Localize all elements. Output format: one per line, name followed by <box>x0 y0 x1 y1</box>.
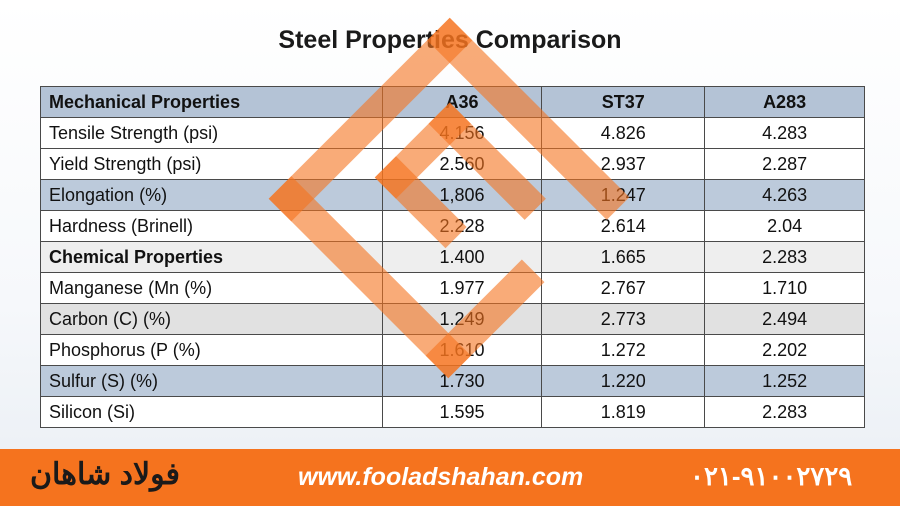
phone-number: ۰۲۱-۹۱۰۰۲۷۲۹ <box>690 461 853 491</box>
website-link[interactable]: www.fooladshahan.com <box>298 463 584 491</box>
cell-a283: 2.283 <box>704 396 865 428</box>
table-row-section: Chemical Properties 1.400 1.665 2.283 <box>40 241 865 273</box>
section-label-chemical: Chemical Properties <box>40 241 383 273</box>
cell-a283: 1.252 <box>704 365 865 397</box>
cell-a36: 1.249 <box>381 303 543 335</box>
cell-a36: 2.228 <box>381 210 543 242</box>
cell-a283: 4.283 <box>704 117 865 149</box>
footer-bar: فولاد شاهان www.fooladshahan.com ۰۲۱-۹۱۰… <box>0 449 900 506</box>
cell-a36: 1.730 <box>381 365 543 397</box>
cell-st37: 2.767 <box>541 272 706 304</box>
cell-a36: 1.400 <box>381 241 543 273</box>
cell-a283: 2.287 <box>704 148 865 180</box>
page-title: Steel Properties Comparison <box>278 26 622 54</box>
table-row: Sulfur (S) (%) 1.730 1.220 1.252 <box>40 365 865 397</box>
header-st37: ST37 <box>541 86 706 118</box>
cell-st37: 1.220 <box>541 365 706 397</box>
cell-a36: 1.610 <box>381 334 543 366</box>
row-label: Manganese (Mn (%) <box>40 272 383 304</box>
cell-a283: 1.710 <box>704 272 865 304</box>
row-label: Yield Strength (psi) <box>40 148 383 180</box>
row-label: Phosphorus (P (%) <box>40 334 383 366</box>
cell-a283: 2.283 <box>704 241 865 273</box>
row-label: Carbon (C) (%) <box>40 303 383 335</box>
table-header-row: Mechanical Properties A36 ST37 A283 <box>40 86 865 118</box>
cell-a283: 2.04 <box>704 210 865 242</box>
cell-a283: 2.202 <box>704 334 865 366</box>
cell-a36: 2.560 <box>381 148 543 180</box>
header-mechanical-properties: Mechanical Properties <box>40 86 383 118</box>
row-label: Elongation (%) <box>40 179 383 211</box>
table-row: Elongation (%) 1,806 1.247 4.263 <box>40 179 865 211</box>
table-row: Hardness (Brinell) 2.228 2.614 2.04 <box>40 210 865 242</box>
table-row: Tensile Strength (psi) 4.156 4.826 4.283 <box>40 117 865 149</box>
row-label: Tensile Strength (psi) <box>40 117 383 149</box>
cell-st37: 1.819 <box>541 396 706 428</box>
cell-a36: 1,806 <box>381 179 543 211</box>
cell-st37: 2.937 <box>541 148 706 180</box>
cell-a283: 4.263 <box>704 179 865 211</box>
cell-st37: 1.247 <box>541 179 706 211</box>
steel-properties-table: Mechanical Properties A36 ST37 A283 Tens… <box>40 86 865 428</box>
cell-st37: 4.826 <box>541 117 706 149</box>
row-label: Sulfur (S) (%) <box>40 365 383 397</box>
cell-a36: 4.156 <box>381 117 543 149</box>
cell-a36: 1.595 <box>381 396 543 428</box>
cell-st37: 1.272 <box>541 334 706 366</box>
cell-st37: 2.614 <box>541 210 706 242</box>
table-row: Yield Strength (psi) 2.560 2.937 2.287 <box>40 148 865 180</box>
header-a283: A283 <box>704 86 865 118</box>
table-row: Manganese (Mn (%) 1.977 2.767 1.710 <box>40 272 865 304</box>
cell-a36: 1.977 <box>381 272 543 304</box>
cell-st37: 2.773 <box>541 303 706 335</box>
table-row: Phosphorus (P (%) 1.610 1.272 2.202 <box>40 334 865 366</box>
header-a36: A36 <box>381 86 543 118</box>
row-label: Silicon (Si) <box>40 396 383 428</box>
table-row: Silicon (Si) 1.595 1.819 2.283 <box>40 396 865 428</box>
brand-name: فولاد شاهان <box>30 458 180 491</box>
cell-a283: 2.494 <box>704 303 865 335</box>
table-row: Carbon (C) (%) 1.249 2.773 2.494 <box>40 303 865 335</box>
cell-st37: 1.665 <box>541 241 706 273</box>
row-label: Hardness (Brinell) <box>40 210 383 242</box>
